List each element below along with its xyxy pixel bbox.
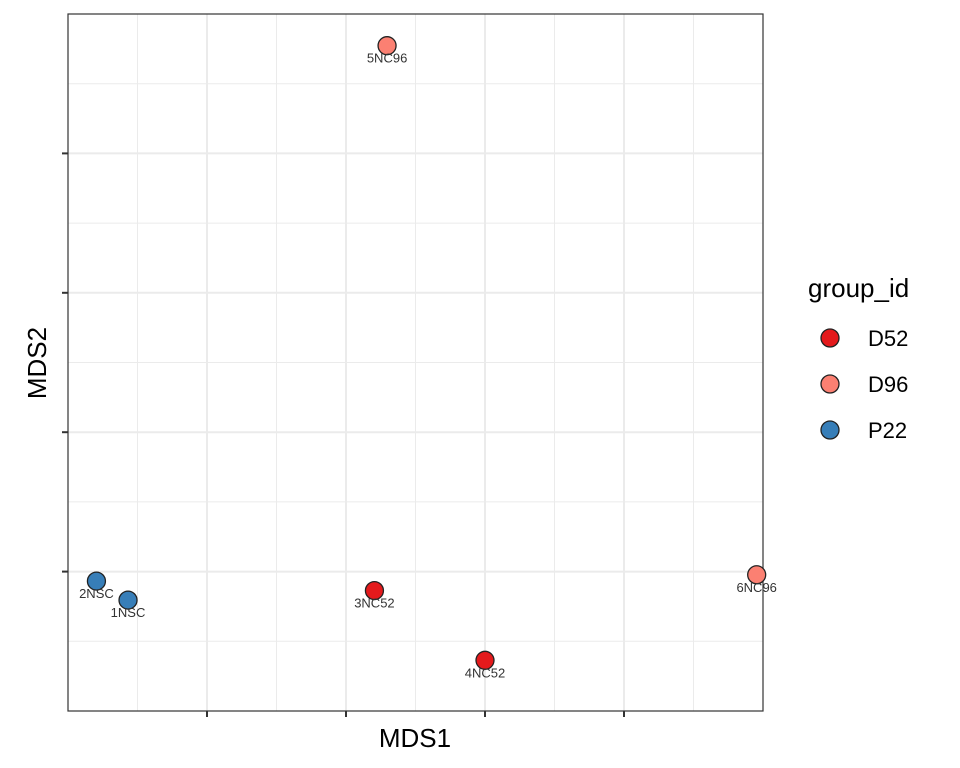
grid-layer — [68, 14, 763, 711]
x-axis-title: MDS1 — [379, 723, 451, 753]
legend-label: D96 — [868, 372, 908, 397]
data-point-6nc96 — [747, 565, 767, 585]
data-point-3nc52 — [364, 580, 385, 601]
legend-key-d52 — [820, 328, 840, 348]
data-point-2nsc — [86, 571, 107, 591]
data-point-label: 5NC96 — [367, 51, 407, 66]
legend-label: P22 — [868, 418, 907, 443]
data-point-label: 6NC96 — [736, 580, 776, 595]
data-point-1nsc — [118, 590, 138, 610]
legend-label: D52 — [868, 326, 908, 351]
legend-items: D52 D96 P22 — [820, 326, 908, 443]
plot-panel-border — [67, 13, 764, 712]
data-point-label: 3NC52 — [354, 596, 394, 611]
axis-ticks — [62, 152, 625, 717]
legend-title: group_id — [808, 273, 909, 303]
data-point-label: 1NSC — [111, 605, 146, 620]
legend: group_id D52 D96 P22 — [808, 273, 909, 443]
data-points: 1NSC 2NSC 3NC52 4NC52 5NC96 6NC96 — [79, 36, 777, 680]
legend-key-d96 — [820, 374, 840, 394]
y-axis-title: MDS2 — [22, 327, 52, 399]
data-point-4nc52 — [475, 650, 495, 670]
data-point-label: 4NC52 — [465, 665, 505, 680]
legend-key-p22 — [820, 420, 840, 440]
data-point-label: 2NSC — [79, 586, 114, 601]
data-point-5nc96 — [377, 36, 397, 56]
